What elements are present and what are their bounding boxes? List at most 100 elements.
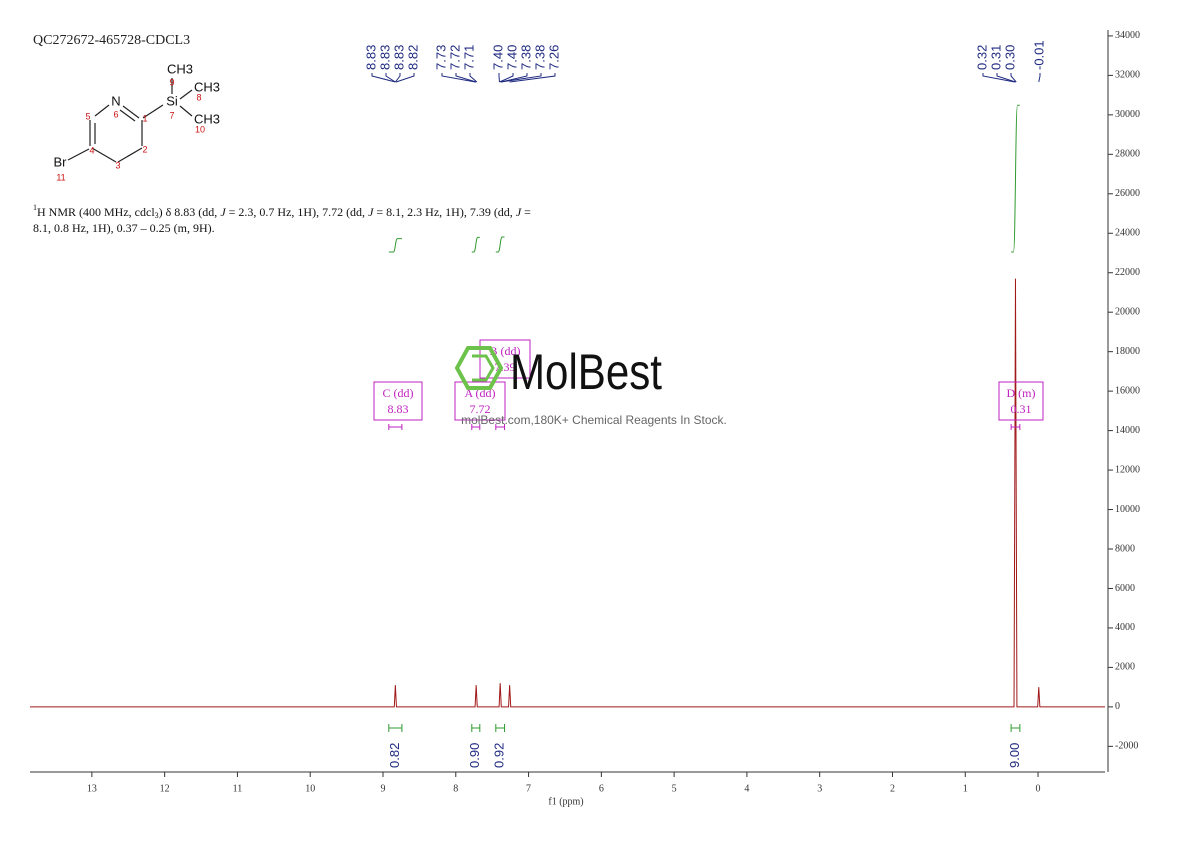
atom-label: CH3 — [167, 61, 193, 76]
y-tick-label: 26000 — [1115, 188, 1140, 199]
peak-leader — [385, 73, 396, 83]
y-tick-label: 6000 — [1115, 583, 1135, 594]
integral-label: 0.90 — [467, 743, 482, 768]
multiplet-range — [495, 424, 506, 430]
x-tick-label: 10 — [305, 783, 315, 794]
peak-leader — [996, 73, 1016, 83]
peak-label: 8.83 — [363, 45, 378, 70]
x-axis-label: f1 (ppm) — [548, 796, 583, 807]
peak-label: 7.40 — [490, 45, 505, 70]
peak-leader — [441, 73, 476, 83]
peak-leader — [395, 73, 415, 83]
description-text: = — [521, 205, 531, 219]
peak-label: 7.73 — [433, 45, 448, 70]
y-tick-label: 2000 — [1115, 662, 1135, 673]
y-tick-label: 16000 — [1115, 385, 1140, 396]
atom-label: Si — [166, 93, 178, 108]
atom-number: 3 — [115, 160, 120, 170]
peak-label: 0.31 — [988, 45, 1003, 70]
y-tick-label: 32000 — [1115, 70, 1140, 81]
multiplet-label: B (dd) — [490, 344, 521, 358]
y-tick-label: 8000 — [1115, 543, 1135, 554]
watermark-logo-inner — [472, 354, 495, 382]
chart-title: QC272672-465728-CDCL3 — [33, 33, 190, 48]
y-tick-label: 28000 — [1115, 149, 1140, 160]
y-tick-label: 22000 — [1115, 267, 1140, 278]
description-text: = 8.1, 2.3 Hz, 1H), 7.39 (dd, — [373, 205, 515, 219]
multiplet-box — [454, 381, 506, 421]
atom-number: 8 — [196, 92, 201, 102]
watermark-logo — [454, 346, 504, 390]
atom-number: 7 — [169, 110, 174, 120]
y-tick-label: 20000 — [1115, 306, 1140, 317]
integral-curve — [1011, 104, 1020, 253]
y-tick-label: 18000 — [1115, 346, 1140, 357]
peak-leader — [1010, 73, 1017, 83]
description-text: J — [220, 205, 226, 219]
x-tick-label: 9 — [380, 783, 385, 794]
peak-leader — [982, 73, 1015, 83]
multiplet-box — [373, 381, 423, 421]
peak-leader — [371, 73, 396, 83]
y-tick-label: 30000 — [1115, 109, 1140, 120]
atom-label: N — [111, 93, 120, 108]
atom-number: 2 — [142, 144, 147, 154]
peak-leader — [509, 73, 556, 83]
x-tick-label: 5 — [672, 783, 677, 794]
peak-leader — [500, 73, 528, 83]
x-tick-label: 7 — [526, 783, 531, 794]
atom-number: 9 — [169, 77, 174, 87]
y-tick-label: 34000 — [1115, 30, 1140, 41]
description-text: J — [368, 205, 374, 219]
peak-label: 0.32 — [974, 45, 989, 70]
atom-number: 5 — [85, 111, 90, 121]
description-text: 3 — [155, 211, 159, 220]
integral-bracket — [471, 724, 481, 732]
multiplet-range — [388, 424, 403, 430]
y-tick-label: 10000 — [1115, 504, 1140, 515]
y-tick-label: 14000 — [1115, 425, 1140, 436]
atom-number: 11 — [56, 172, 65, 182]
description-text: 1 — [33, 203, 37, 212]
x-tick-label: 6 — [599, 783, 604, 794]
integral-curve — [471, 236, 480, 253]
multiplet-shift: 0.31 — [1011, 402, 1032, 416]
molecule-bonds — [67, 78, 193, 163]
nmr-description: 1H NMR (400 MHz, cdcl3) δ 8.83 (dd, J = … — [33, 203, 531, 235]
atom-label: Br — [54, 154, 68, 169]
integral-label: 0.82 — [387, 743, 402, 768]
multiplet-range — [1010, 424, 1021, 430]
peak-label: 7.38 — [532, 45, 547, 70]
watermark-brand: MolBest — [510, 344, 662, 400]
y-tick-label: 24000 — [1115, 228, 1140, 239]
description-text: J — [516, 205, 522, 219]
peak-leader — [469, 73, 478, 83]
description-text: = 2.3, 0.7 Hz, 1H), 7.72 (dd, — [226, 205, 368, 219]
multiplet-box — [479, 339, 531, 379]
watermark-tagline: molBest.com,180K+ Chemical Reagents In S… — [461, 413, 727, 427]
peak-label: 0.30 — [1002, 45, 1017, 70]
peak-leader — [1038, 73, 1041, 83]
x-tick-label: 4 — [744, 783, 749, 794]
atom-number: 1 — [142, 113, 147, 123]
atom-number: 6 — [113, 109, 118, 119]
peak-label: 7.26 — [546, 45, 561, 70]
peak-label: 7.72 — [447, 45, 462, 70]
y-tick-label: 12000 — [1115, 464, 1140, 475]
x-tick-label: 11 — [233, 783, 243, 794]
atom-number: 4 — [89, 145, 94, 155]
integral-label: 0.92 — [492, 743, 507, 768]
x-tick-label: 8 — [453, 783, 458, 794]
multiplet-shift: 7.72 — [470, 402, 491, 416]
spectrum — [30, 278, 1105, 708]
atom-number: 10 — [195, 124, 205, 134]
peak-leader — [500, 73, 542, 83]
multiplet-box — [998, 381, 1044, 421]
x-tick-label: 0 — [1036, 783, 1041, 794]
peak-label: 7.38 — [518, 45, 533, 70]
x-tick-label: 1 — [963, 783, 968, 794]
x-tick-label: 3 — [817, 783, 822, 794]
peak-label: -0.01 — [1031, 40, 1046, 70]
